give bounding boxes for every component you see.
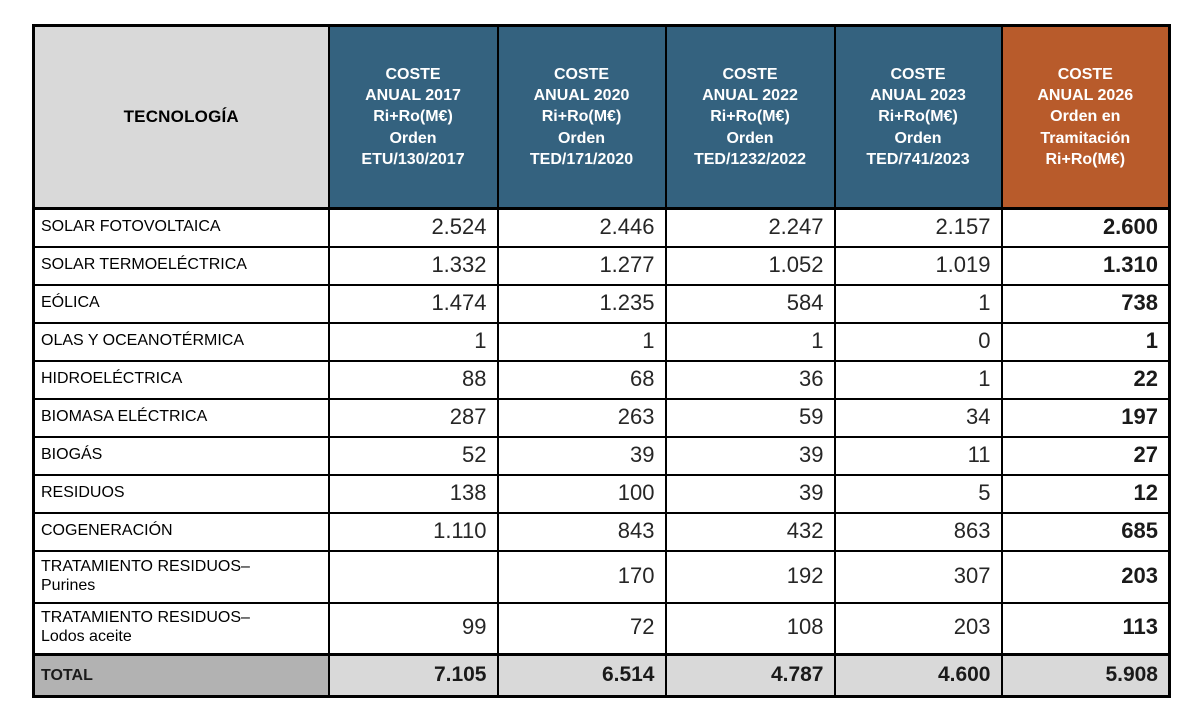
- value-cell: 1.277: [496, 245, 667, 286]
- value-cell: 263: [496, 397, 667, 438]
- column-header-2020: COSTE ANUAL 2020 Ri+Ro(M€) Orden TED/171…: [496, 24, 667, 210]
- row-label: SOLAR FOTOVOLTAICA: [32, 207, 330, 248]
- value-cell: 1: [833, 283, 1003, 324]
- value-cell: 432: [664, 511, 836, 552]
- value-cell: 1: [1000, 321, 1171, 362]
- table-row-residuos: RESIDUOS 138 100 39 5 12: [32, 473, 1171, 514]
- value-cell: 1.474: [327, 283, 499, 324]
- value-cell: 863: [833, 511, 1003, 552]
- row-label: TRATAMIENTO RESIDUOS– Purines: [32, 549, 330, 604]
- row-label: HIDROELÉCTRICA: [32, 359, 330, 400]
- table-row-tratamiento-residuos-lodos-aceite: TRATAMIENTO RESIDUOS– Lodos aceite 99 72…: [32, 601, 1171, 656]
- table-row-biogas: BIOGÁS 52 39 39 11 27: [32, 435, 1171, 476]
- value-cell: 99: [327, 601, 499, 656]
- cost-table: TECNOLOGÍA COSTE ANUAL 2017 Ri+Ro(M€) Or…: [32, 24, 1171, 698]
- table-row-olas-y-oceanotermica: OLAS Y OCEANOTÉRMICA 1 1 1 0 1: [32, 321, 1171, 362]
- value-cell: 192: [664, 549, 836, 604]
- value-cell: 27: [1000, 435, 1171, 476]
- value-cell: 1.310: [1000, 245, 1171, 286]
- value-cell: 72: [496, 601, 667, 656]
- value-cell: 36: [664, 359, 836, 400]
- value-cell: 2.446: [496, 207, 667, 248]
- total-row-label: TOTAL: [32, 653, 330, 698]
- value-cell: 1: [496, 321, 667, 362]
- value-cell: 1.332: [327, 245, 499, 286]
- value-cell: 2.600: [1000, 207, 1171, 248]
- row-label: COGENERACIÓN: [32, 511, 330, 552]
- total-row: TOTAL 7.105 6.514 4.787 4.600 5.908: [32, 653, 1171, 698]
- total-value-cell: 7.105: [327, 653, 499, 698]
- total-value-cell: 4.600: [833, 653, 1003, 698]
- row-label: TRATAMIENTO RESIDUOS– Lodos aceite: [32, 601, 330, 656]
- column-header-2026: COSTE ANUAL 2026 Orden en Tramitación Ri…: [1000, 24, 1171, 210]
- value-cell: 138: [327, 473, 499, 514]
- table-row-tratamiento-residuos-purines: TRATAMIENTO RESIDUOS– Purines 170 192 30…: [32, 549, 1171, 604]
- row-label: OLAS Y OCEANOTÉRMICA: [32, 321, 330, 362]
- value-cell: 2.157: [833, 207, 1003, 248]
- header-row: TECNOLOGÍA COSTE ANUAL 2017 Ri+Ro(M€) Or…: [32, 24, 1171, 210]
- table-row-solar-termoelectrica: SOLAR TERMOELÉCTRICA 1.332 1.277 1.052 1…: [32, 245, 1171, 286]
- value-cell: 1.052: [664, 245, 836, 286]
- value-cell: 39: [496, 435, 667, 476]
- column-header-2023: COSTE ANUAL 2023 Ri+Ro(M€) Orden TED/741…: [833, 24, 1003, 210]
- row-label: EÓLICA: [32, 283, 330, 324]
- column-header-tecnologia: TECNOLOGÍA: [32, 24, 330, 210]
- table-row-eolica: EÓLICA 1.474 1.235 584 1 738: [32, 283, 1171, 324]
- value-cell: 1.110: [327, 511, 499, 552]
- value-cell: 287: [327, 397, 499, 438]
- value-cell: 11: [833, 435, 1003, 476]
- value-cell: 203: [1000, 549, 1171, 604]
- row-label: BIOMASA ELÉCTRICA: [32, 397, 330, 438]
- table-row-solar-fotovoltaica: SOLAR FOTOVOLTAICA 2.524 2.446 2.247 2.1…: [32, 207, 1171, 248]
- column-header-2017: COSTE ANUAL 2017 Ri+Ro(M€) Orden ETU/130…: [327, 24, 499, 210]
- value-cell: 100: [496, 473, 667, 514]
- value-cell: 113: [1000, 601, 1171, 656]
- value-cell: 170: [496, 549, 667, 604]
- value-cell: 1: [833, 359, 1003, 400]
- column-header-2022: COSTE ANUAL 2022 Ri+Ro(M€) Orden TED/123…: [664, 24, 836, 210]
- value-cell: 1: [327, 321, 499, 362]
- value-cell: 203: [833, 601, 1003, 656]
- value-cell: 1.019: [833, 245, 1003, 286]
- value-cell: 584: [664, 283, 836, 324]
- value-cell: 2.524: [327, 207, 499, 248]
- total-value-cell: 4.787: [664, 653, 836, 698]
- value-cell: 59: [664, 397, 836, 438]
- value-cell: 0: [833, 321, 1003, 362]
- value-cell: 738: [1000, 283, 1171, 324]
- table-row-biomasa-electrica: BIOMASA ELÉCTRICA 287 263 59 34 197: [32, 397, 1171, 438]
- value-cell: 108: [664, 601, 836, 656]
- row-label: SOLAR TERMOELÉCTRICA: [32, 245, 330, 286]
- value-cell: 34: [833, 397, 1003, 438]
- value-cell: 39: [664, 435, 836, 476]
- value-cell: 68: [496, 359, 667, 400]
- table-row-hidroelectrica: HIDROELÉCTRICA 88 68 36 1 22: [32, 359, 1171, 400]
- row-label: RESIDUOS: [32, 473, 330, 514]
- total-value-cell: 5.908: [1000, 653, 1171, 698]
- value-cell: 307: [833, 549, 1003, 604]
- value-cell: 685: [1000, 511, 1171, 552]
- value-cell: 1.235: [496, 283, 667, 324]
- value-cell: 88: [327, 359, 499, 400]
- value-cell: 2.247: [664, 207, 836, 248]
- value-cell: 1: [664, 321, 836, 362]
- value-cell: 52: [327, 435, 499, 476]
- value-cell: 22: [1000, 359, 1171, 400]
- value-cell: 39: [664, 473, 836, 514]
- table-row-cogeneracion: COGENERACIÓN 1.110 843 432 863 685: [32, 511, 1171, 552]
- value-cell: 843: [496, 511, 667, 552]
- value-cell: 12: [1000, 473, 1171, 514]
- value-cell: 197: [1000, 397, 1171, 438]
- value-cell: [327, 549, 499, 604]
- cost-table-container: TECNOLOGÍA COSTE ANUAL 2017 Ri+Ro(M€) Or…: [32, 24, 1171, 698]
- value-cell: 5: [833, 473, 1003, 514]
- total-value-cell: 6.514: [496, 653, 667, 698]
- row-label: BIOGÁS: [32, 435, 330, 476]
